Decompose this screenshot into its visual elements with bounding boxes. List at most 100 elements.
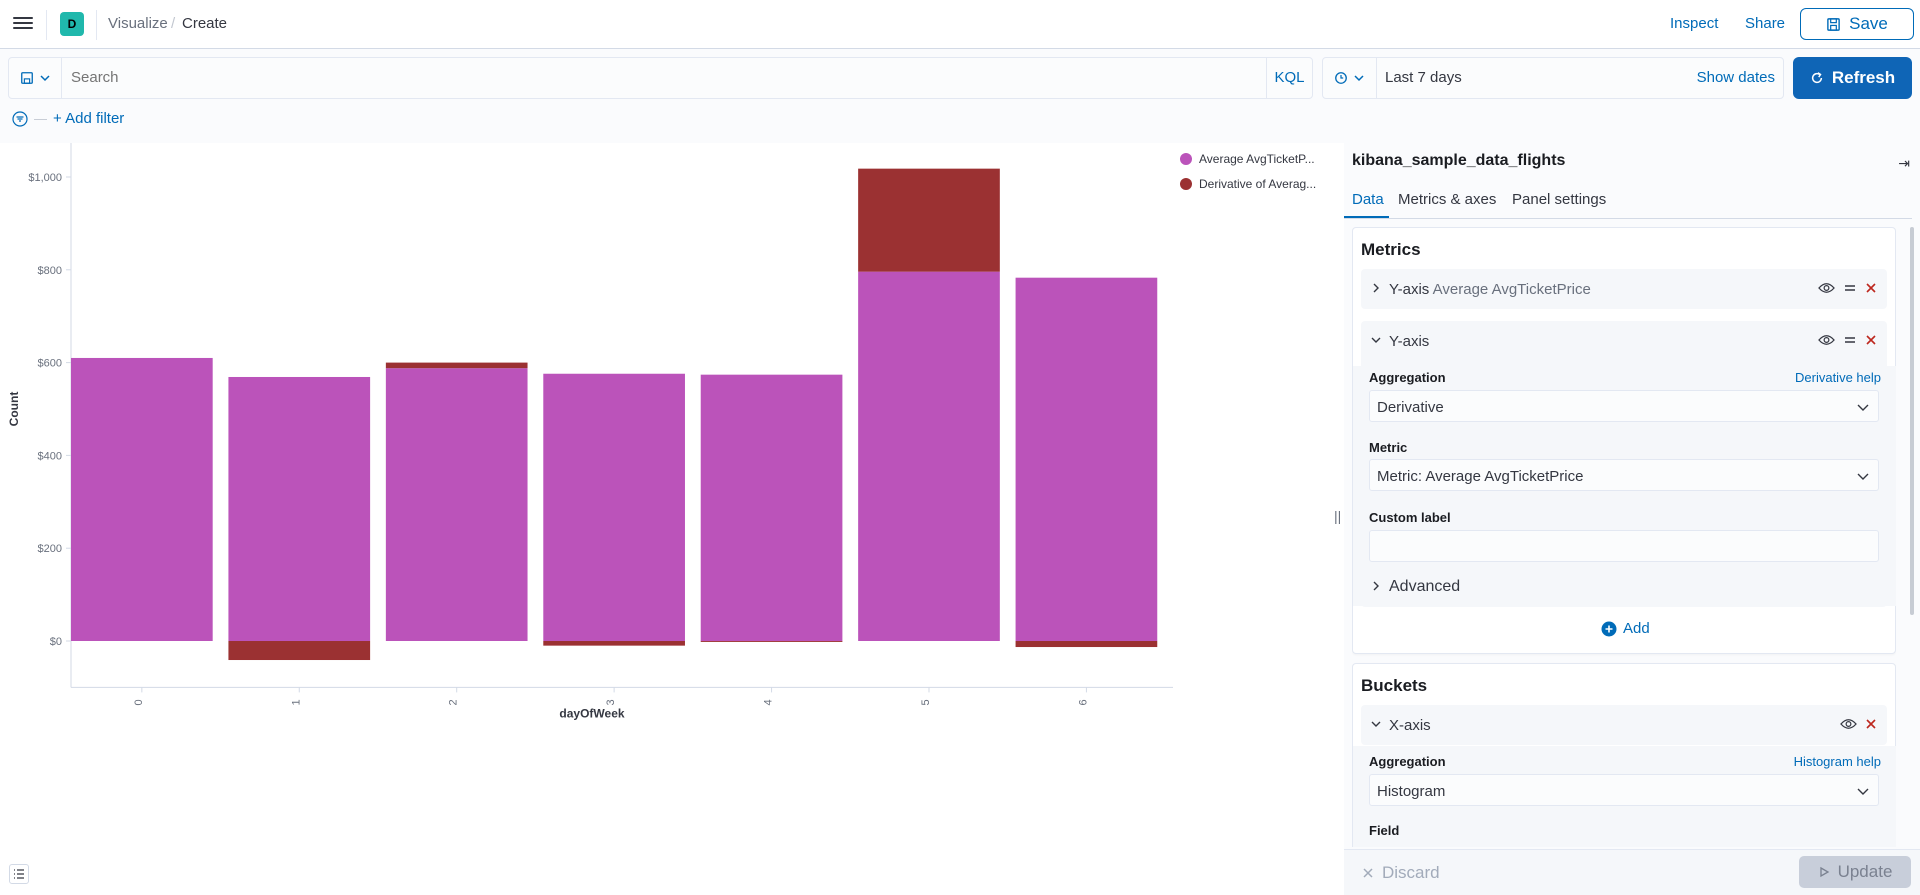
active-tab-indicator bbox=[1344, 216, 1389, 218]
index-pattern-title: kibana_sample_data_flights bbox=[1352, 152, 1566, 169]
bar-average bbox=[1015, 277, 1158, 641]
bar-average bbox=[385, 368, 528, 641]
save-button[interactable]: Save bbox=[1800, 8, 1914, 40]
refresh-button[interactable]: Refresh bbox=[1793, 57, 1912, 99]
update-button[interactable]: Update bbox=[1799, 856, 1911, 888]
bar-average bbox=[228, 376, 371, 641]
metric-item-label[interactable]: Y-axis bbox=[1389, 333, 1430, 350]
bucket-actions bbox=[1840, 717, 1877, 731]
add-metric-button[interactable]: Add bbox=[1601, 620, 1650, 637]
chart-legend: Average AvgTicketP... Derivative of Aver… bbox=[1180, 152, 1330, 202]
x-tick-label: 3 bbox=[605, 699, 617, 705]
bar-derivative bbox=[543, 641, 685, 646]
search-input[interactable] bbox=[71, 69, 971, 86]
aggregation-select[interactable]: Derivative bbox=[1369, 390, 1879, 422]
y-tick-label: $0 bbox=[50, 636, 62, 648]
x-tick-label: 5 bbox=[920, 699, 932, 705]
tab-panel-settings[interactable]: Panel settings bbox=[1512, 191, 1607, 208]
bar-average bbox=[543, 373, 685, 641]
menu-icon[interactable] bbox=[13, 14, 33, 34]
x-axis-title: dayOfWeek bbox=[559, 706, 624, 720]
legend-item-average[interactable]: Average AvgTicketP... bbox=[1180, 152, 1330, 166]
filter-divider-icon: — bbox=[34, 111, 47, 126]
eye-icon[interactable] bbox=[1840, 717, 1857, 731]
legend-toggle-button[interactable] bbox=[9, 864, 29, 884]
space-avatar[interactable]: D bbox=[60, 12, 84, 36]
chevron-down-icon bbox=[1371, 721, 1381, 727]
save-icon bbox=[1827, 17, 1840, 31]
date-picker: Last 7 days Show dates bbox=[1322, 57, 1784, 99]
close-icon[interactable] bbox=[1865, 334, 1877, 346]
breadcrumb-create: Create bbox=[182, 15, 228, 32]
field-label: Field bbox=[1369, 823, 1400, 838]
save-label: Save bbox=[1849, 14, 1888, 33]
metric-select[interactable]: Metric: Average AvgTicketPrice bbox=[1369, 459, 1879, 491]
x-tick-label: 1 bbox=[290, 699, 302, 705]
refresh-label: Refresh bbox=[1831, 68, 1896, 87]
play-icon bbox=[1819, 866, 1829, 878]
y-tick-label: $600 bbox=[38, 358, 62, 370]
bucket-item-x-axis[interactable]: X-axis bbox=[1361, 705, 1887, 745]
metric-item-average[interactable]: Y-axis Average AvgTicketPrice bbox=[1361, 269, 1887, 309]
time-range-value[interactable]: Last 7 days bbox=[1385, 69, 1462, 86]
custom-label-label: Custom label bbox=[1369, 510, 1451, 525]
metric-value: Metric: Average AvgTicketPrice bbox=[1377, 468, 1584, 485]
metric-label: Metric bbox=[1369, 440, 1408, 455]
header-divider bbox=[96, 10, 97, 40]
chevron-right-icon bbox=[1373, 283, 1379, 293]
y-tick-label: $1,000 bbox=[28, 172, 62, 184]
legend-item-derivative[interactable]: Derivative of Averag... bbox=[1180, 177, 1330, 191]
bucket-aggregation-select[interactable]: Histogram bbox=[1369, 774, 1879, 806]
clock-icon bbox=[1335, 72, 1347, 84]
bucket-aggregation-value: Histogram bbox=[1377, 783, 1446, 800]
add-filter-link[interactable]: + Add filter bbox=[53, 110, 125, 127]
panel-resize-handle[interactable]: || bbox=[1334, 508, 1342, 524]
discard-label: Discard bbox=[1382, 863, 1440, 882]
saved-query-button[interactable] bbox=[9, 58, 62, 98]
bar-derivative bbox=[385, 362, 528, 369]
close-icon bbox=[1363, 868, 1373, 878]
refresh-icon bbox=[1811, 72, 1822, 84]
metric-actions bbox=[1818, 281, 1877, 295]
x-tick-label: 4 bbox=[763, 699, 775, 705]
y-tick-label: $800 bbox=[38, 265, 62, 277]
derivative-help-link[interactable]: Derivative help bbox=[1795, 370, 1881, 385]
bar-derivative bbox=[1015, 641, 1158, 648]
legend-label: Average AvgTicketP... bbox=[1199, 152, 1315, 166]
share-link[interactable]: Share bbox=[1745, 15, 1786, 32]
tab-metrics-axes[interactable]: Metrics & axes bbox=[1398, 191, 1497, 208]
discard-button[interactable]: Discard bbox=[1362, 863, 1440, 883]
x-tick-label: 2 bbox=[448, 699, 460, 705]
chevron-down-icon[interactable] bbox=[1369, 333, 1383, 347]
close-icon[interactable] bbox=[1865, 718, 1877, 730]
bar-derivative bbox=[858, 168, 1000, 272]
advanced-toggle[interactable]: Advanced bbox=[1361, 567, 1887, 607]
saved-query-icon bbox=[20, 72, 33, 84]
kql-toggle[interactable]: KQL bbox=[1266, 58, 1312, 98]
filter-icon[interactable] bbox=[12, 110, 28, 127]
chevron-down-icon bbox=[39, 75, 50, 82]
eye-icon[interactable] bbox=[1818, 333, 1835, 347]
chevron-down-icon bbox=[1857, 404, 1869, 411]
y-tick-label: $200 bbox=[38, 543, 62, 555]
inspect-link[interactable]: Inspect bbox=[1670, 15, 1719, 32]
drag-handle-icon[interactable] bbox=[1843, 333, 1857, 347]
metric-item-label: Y-axis Average AvgTicketPrice bbox=[1389, 281, 1591, 298]
top-header: D Visualize / Create Inspect Share Save bbox=[0, 0, 1920, 49]
metrics-title: Metrics bbox=[1361, 240, 1421, 259]
legend-dot-icon bbox=[1180, 178, 1192, 190]
histogram-help-link[interactable]: Histogram help bbox=[1793, 754, 1881, 769]
y-axis-title: Count bbox=[7, 392, 21, 427]
custom-label-input[interactable] bbox=[1369, 530, 1879, 562]
buckets-title: Buckets bbox=[1361, 676, 1428, 695]
eye-icon[interactable] bbox=[1818, 281, 1835, 295]
drag-handle-icon[interactable] bbox=[1843, 281, 1857, 295]
breadcrumb-visualize[interactable]: Visualize bbox=[108, 15, 168, 32]
close-icon[interactable] bbox=[1865, 282, 1877, 294]
sidebar-scrollbar[interactable] bbox=[1910, 227, 1914, 615]
tab-data[interactable]: Data bbox=[1352, 191, 1384, 208]
collapse-sidebar-icon[interactable]: ⇥ bbox=[1898, 155, 1910, 171]
quick-select-button[interactable] bbox=[1323, 58, 1377, 98]
x-tick-label: 0 bbox=[133, 699, 145, 705]
show-dates-link[interactable]: Show dates bbox=[1696, 69, 1775, 86]
